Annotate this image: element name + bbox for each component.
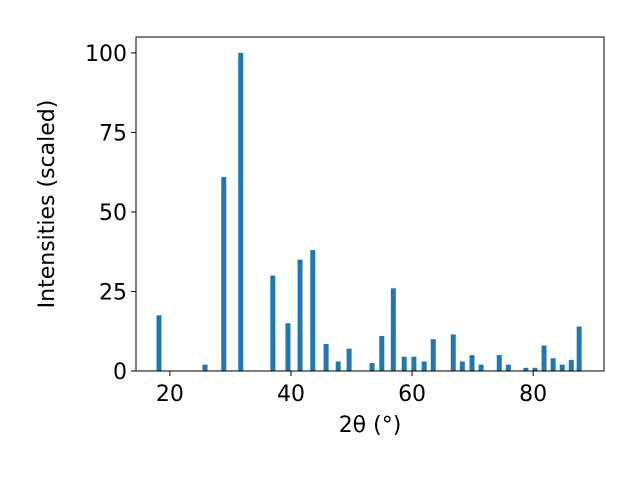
bar <box>238 52 244 372</box>
x-tick-label: 20 <box>156 382 184 407</box>
bar <box>496 355 502 371</box>
bar <box>421 361 427 371</box>
y-axis-label: Intensities (scaled) <box>35 100 60 309</box>
bar <box>411 356 417 371</box>
bar <box>505 364 511 371</box>
y-tick-label: 0 <box>113 360 127 385</box>
y-tick-label: 75 <box>99 121 127 146</box>
bar <box>568 359 574 371</box>
bar <box>576 326 582 371</box>
bar <box>523 367 529 371</box>
x-tick-label: 60 <box>398 382 426 407</box>
bar <box>221 176 227 371</box>
bar <box>390 288 396 371</box>
bar <box>270 275 276 371</box>
bar <box>478 364 484 371</box>
bar <box>401 356 407 371</box>
y-tick-label: 100 <box>85 42 127 67</box>
bar <box>346 348 352 371</box>
bar <box>202 364 208 371</box>
bar <box>450 334 456 371</box>
x-tick-label: 40 <box>277 382 305 407</box>
bar <box>532 367 538 371</box>
bar <box>156 315 162 371</box>
bar <box>469 355 475 371</box>
bar <box>541 345 547 371</box>
bar <box>297 259 303 371</box>
y-tick-label: 25 <box>99 280 127 305</box>
y-tick-label: 50 <box>99 201 127 226</box>
bar <box>335 361 341 371</box>
plot-frame <box>135 36 605 372</box>
bar <box>379 336 385 371</box>
bar <box>369 363 375 371</box>
bar <box>323 343 329 371</box>
bar <box>285 323 291 371</box>
bar <box>459 361 465 371</box>
bar <box>550 358 556 371</box>
bar <box>430 339 436 371</box>
bar <box>310 250 316 371</box>
x-axis-label: 2θ (°) <box>339 413 402 438</box>
x-tick-label: 80 <box>519 382 547 407</box>
bar <box>559 364 565 371</box>
